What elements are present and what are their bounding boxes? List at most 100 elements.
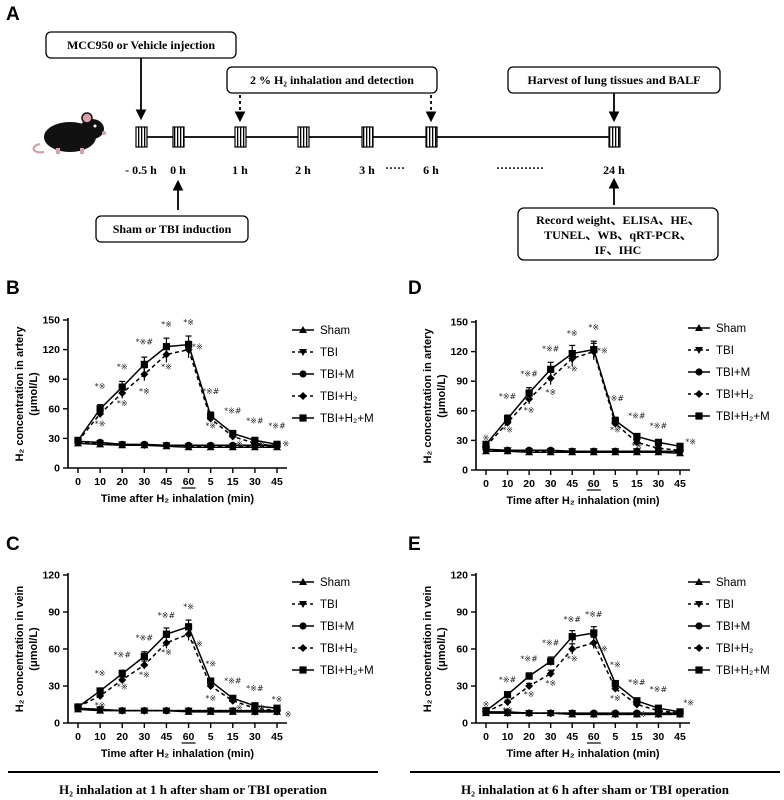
legend-label: TBI+H₂ xyxy=(320,643,357,655)
time-label: 2 h xyxy=(295,163,311,177)
series-line xyxy=(485,641,681,714)
significance-mark: *※# xyxy=(650,422,668,431)
significance-mark: *※ xyxy=(161,648,172,657)
data-point xyxy=(482,707,490,715)
legend-label: TBI+M xyxy=(320,621,354,633)
series-line xyxy=(485,348,681,448)
time-label: - 0.5 h xyxy=(125,163,157,177)
x-tick-label: 15 xyxy=(631,731,643,743)
data-point xyxy=(229,707,237,715)
significance-mark: *※# xyxy=(224,677,242,686)
series-line xyxy=(77,348,278,448)
data-point xyxy=(96,438,104,446)
data-point xyxy=(118,383,126,391)
x-axis-title: Time after H₂ inhalation (min) xyxy=(506,495,660,507)
x-tick-label: 30 xyxy=(249,731,261,743)
data-point xyxy=(118,440,126,448)
chart-panel-d: D 0 30 60 90 120 150 0 10 20 30 45 60 5 15 30 45 Time aft… xyxy=(408,278,770,507)
data-point xyxy=(633,432,641,441)
legend: Sham TBI TBI+M TBI+H₂ TBI+H₂+M xyxy=(688,577,770,677)
x-tick-label: 15 xyxy=(631,478,643,490)
y-axis-title: H₂ concentration in vein xyxy=(422,585,434,712)
data-point xyxy=(590,346,598,354)
significance-mark: *※# xyxy=(650,685,668,694)
data-point xyxy=(568,447,576,455)
series-line xyxy=(485,632,681,713)
y-tick-label: 120 xyxy=(42,344,60,356)
time-dots: ····· xyxy=(385,161,405,175)
legend-marker xyxy=(695,578,703,585)
significance-mark: *※ xyxy=(205,659,216,668)
significance-mark: *※ xyxy=(545,679,556,688)
legend-marker xyxy=(299,644,307,652)
y-tick-label: 90 xyxy=(48,374,60,386)
legend-label: Sham xyxy=(716,323,746,335)
x-axis-title: Time after H₂ inhalation (min) xyxy=(101,493,255,505)
time-dots: ············ xyxy=(496,161,544,175)
data-point xyxy=(547,657,555,665)
data-point xyxy=(140,370,149,379)
panel-letter-c: C xyxy=(6,534,20,555)
significance-mark: *※# xyxy=(246,684,264,693)
significance-mark: *※ xyxy=(139,387,150,396)
harvest-label: Harvest of lung tissues and BALF xyxy=(527,73,700,87)
y-tick-label: 60 xyxy=(48,403,60,415)
record-line: TUNEL、WB、qRT-PCR、 xyxy=(544,228,692,242)
y-axis-unit: (μmol/L) xyxy=(436,374,448,418)
significance-mark: *※ xyxy=(139,670,150,679)
x-tick-label: 20 xyxy=(116,731,128,743)
significance-mark: *※# xyxy=(628,678,646,687)
data-point xyxy=(525,446,533,454)
legend-label: TBI+M xyxy=(716,621,750,633)
significance-mark: *※ xyxy=(567,329,578,338)
x-tick-label: 0 xyxy=(483,731,489,743)
chart-panel-b: B 0 30 60 90 120 150 0 10 20 30 45 60 5 15 30 45 Time aft… xyxy=(6,278,374,505)
caption-left: H₂ inhalation at 1 h after sham or TBI o… xyxy=(8,771,378,797)
data-point xyxy=(140,707,148,715)
x-tick-label: 45 xyxy=(566,478,578,490)
y-axis-title: H₂ concentration in artery xyxy=(422,328,434,464)
timeline-marker xyxy=(425,126,438,148)
significance-mark: *※ xyxy=(524,690,535,699)
data-point xyxy=(482,440,490,448)
significance-mark: *※# xyxy=(499,675,517,684)
legend-marker xyxy=(695,368,703,376)
significance-mark: ※ xyxy=(483,700,490,709)
record-box: Record weight、ELISA、HE、 TUNEL、WB、qRT-PCR… xyxy=(517,207,719,261)
timeline-markers xyxy=(135,126,621,148)
legend-label: TBI xyxy=(716,599,734,611)
y-tick-label: 0 xyxy=(462,465,468,477)
significance-mark: ※ xyxy=(285,710,292,719)
x-tick-label: 5 xyxy=(208,731,214,743)
legend-label: TBI+H₂ xyxy=(716,389,753,401)
legend-label: Sham xyxy=(320,577,350,589)
data-point xyxy=(162,630,171,638)
significance-mark: *※ xyxy=(685,437,696,446)
x-tick-label: 45 xyxy=(161,731,173,743)
data-point xyxy=(632,438,641,447)
data-point xyxy=(162,343,171,351)
x-tick-label: 5 xyxy=(208,476,214,488)
x-tick-label: 30 xyxy=(545,478,557,490)
data-point xyxy=(525,682,534,690)
significance-mark: *※ xyxy=(95,420,106,429)
x-tick-label: 45 xyxy=(566,731,578,743)
x-tick-label: 20 xyxy=(523,731,535,743)
data-point xyxy=(140,652,148,660)
harvest-box: Harvest of lung tissues and BALF xyxy=(507,66,721,94)
x-tick-label: 10 xyxy=(502,731,514,743)
caption-right-text: H₂ inhalation at 6 h after sham or TBI o… xyxy=(461,782,730,797)
x-tick-label: 0 xyxy=(75,731,81,743)
data-point xyxy=(654,444,663,453)
timeline-marker xyxy=(361,126,374,148)
data-point xyxy=(525,709,533,717)
data-point xyxy=(547,709,555,717)
y-tick-label: 60 xyxy=(456,644,468,656)
significance-mark: *※# xyxy=(628,412,646,421)
data-point xyxy=(547,365,555,373)
data-point xyxy=(525,672,533,680)
data-point xyxy=(229,441,237,449)
significance-mark: *※ xyxy=(597,347,608,356)
x-tick-label: 5 xyxy=(612,731,618,743)
time-label: 1 h xyxy=(232,163,248,177)
